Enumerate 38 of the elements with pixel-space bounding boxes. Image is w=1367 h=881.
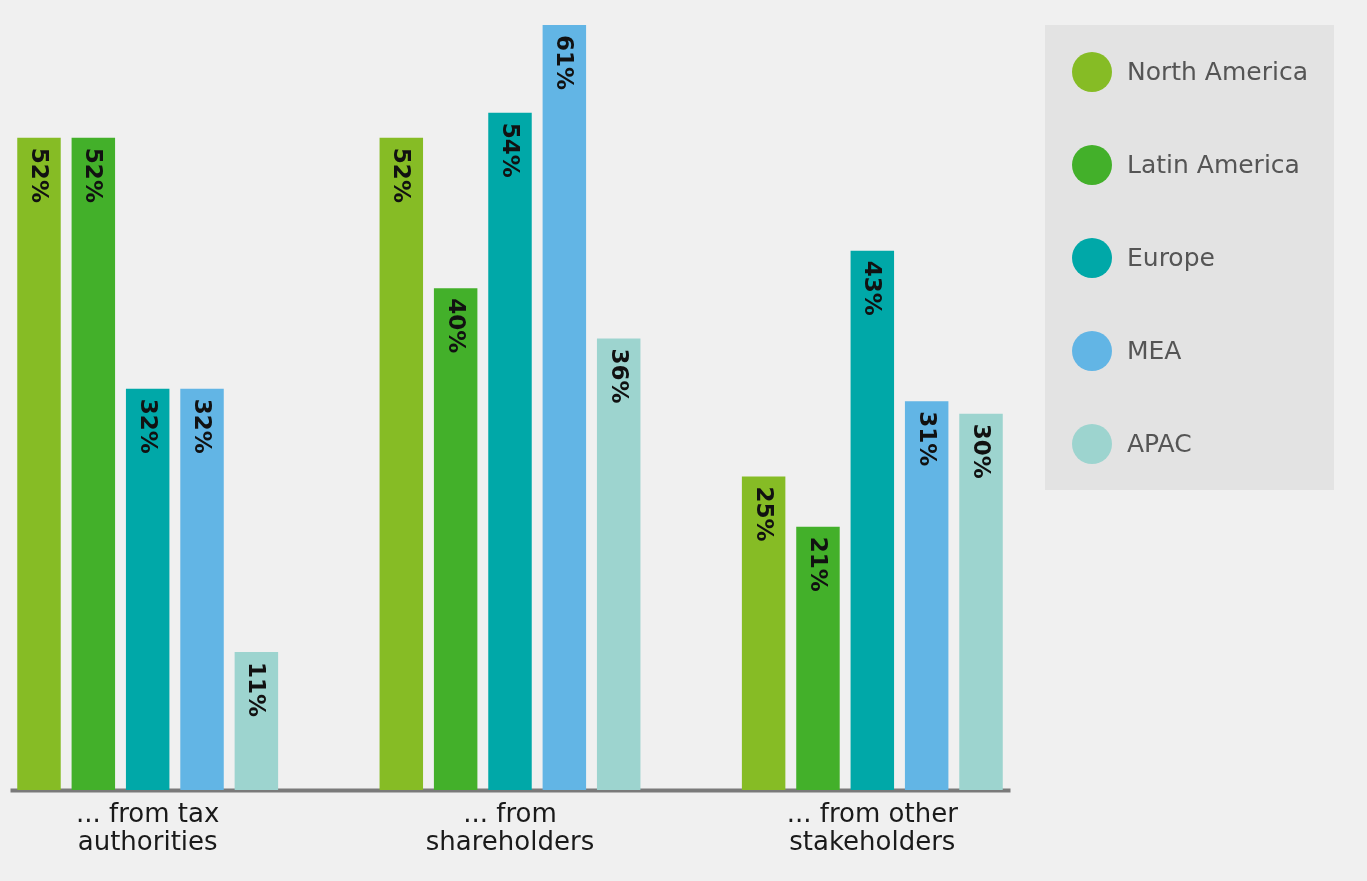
legend-label: APAC — [1127, 429, 1192, 458]
x-tick-label: ... from tax authorities — [76, 797, 220, 856]
data-label: 52% — [26, 147, 53, 203]
x-tick-label: ... from shareholders — [425, 797, 595, 856]
legend-label: Europe — [1127, 243, 1215, 272]
bar — [379, 137, 424, 790]
data-label: 32% — [190, 398, 217, 454]
bar — [71, 137, 116, 790]
x-tick-label: ... from other stakeholders — [786, 797, 959, 856]
data-label: 30% — [969, 423, 996, 479]
data-label: 11% — [244, 662, 271, 718]
legend-label: MEA — [1127, 336, 1182, 365]
bar — [596, 338, 641, 790]
bar — [180, 388, 224, 790]
bar — [850, 250, 895, 790]
data-label: 31% — [914, 411, 941, 467]
legend-label: North America — [1127, 57, 1308, 86]
bar — [542, 25, 587, 790]
data-label: 40% — [443, 298, 470, 354]
bar — [904, 401, 949, 790]
bar — [959, 413, 1003, 790]
bar — [796, 526, 840, 790]
bar — [125, 388, 170, 790]
data-label: 36% — [606, 348, 633, 404]
data-label: 21% — [805, 536, 832, 592]
legend-label: Latin America — [1127, 150, 1300, 179]
data-label: 52% — [389, 147, 416, 203]
bar — [488, 112, 532, 790]
bar — [234, 652, 279, 790]
bar — [741, 476, 786, 790]
data-label: 32% — [135, 398, 162, 454]
data-label: 61% — [552, 35, 579, 91]
data-label: 43% — [860, 260, 887, 316]
data-label: 54% — [498, 122, 524, 178]
data-label: 25% — [751, 486, 778, 542]
bar — [17, 137, 61, 790]
bar — [433, 288, 478, 790]
data-label: 52% — [81, 147, 108, 203]
